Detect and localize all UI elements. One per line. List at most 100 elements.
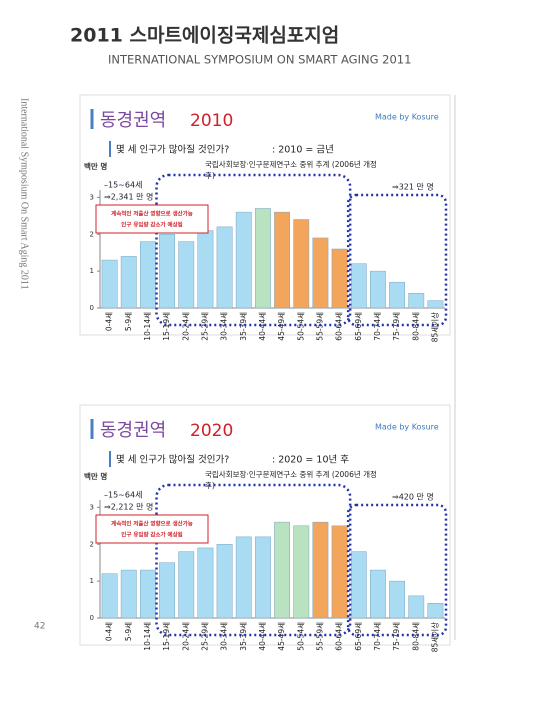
x-tick-label: 30-34세 xyxy=(220,312,229,341)
bar xyxy=(293,219,310,309)
slide-year: 2020 xyxy=(190,421,233,441)
bar xyxy=(408,293,425,309)
x-tick-label: 10-14세 xyxy=(143,312,152,341)
bar xyxy=(140,241,156,309)
x-tick-label: 15-19세 xyxy=(162,312,171,341)
x-tick-label: 50-54세 xyxy=(296,312,305,341)
x-tick-label: 70-74세 xyxy=(373,312,382,341)
annotation: ⇒420 만 명 xyxy=(392,492,434,502)
callout-text: 인구 유입량 감소가 예상됨 xyxy=(121,221,182,229)
x-tick-label: 65-69세 xyxy=(354,622,363,651)
x-tick-label: 45-49세 xyxy=(277,312,286,341)
y-tick-label: 2 xyxy=(90,230,94,238)
x-tick-label: 15-19세 xyxy=(162,622,171,651)
annotation: –15~64세 xyxy=(104,181,142,190)
slide-subtitle: 몇 세 인구가 많아질 것인가? xyxy=(116,454,229,466)
x-tick-label: 20-24세 xyxy=(181,312,190,341)
bar xyxy=(235,211,252,309)
x-tick-label: 5-9세 xyxy=(124,622,133,641)
x-tick-label: 70-74세 xyxy=(373,622,382,651)
y-tick-label: 0 xyxy=(90,614,94,622)
annotation: ⇒2,341 만 명 xyxy=(104,192,153,202)
bar xyxy=(427,603,444,619)
header-title: 2011 스마트에이징국제심포지엄 xyxy=(70,25,339,47)
slide-note: : 2020 = 10년 후 xyxy=(272,455,349,466)
annotation: ⇒321 만 명 xyxy=(392,182,434,192)
x-tick-label: 45-49세 xyxy=(277,622,286,651)
bar xyxy=(312,237,329,309)
x-tick-label: 25-29세 xyxy=(200,622,209,651)
bar xyxy=(274,211,290,309)
slide-note: : 2010 = 금년 xyxy=(272,145,334,156)
bar xyxy=(178,241,195,309)
bar xyxy=(350,263,367,309)
x-tick-label: 85세이상 xyxy=(429,312,439,342)
bar xyxy=(120,569,137,619)
group-outline xyxy=(346,503,448,637)
bar xyxy=(312,521,329,619)
slide-title: 동경권역 xyxy=(100,110,166,131)
bar xyxy=(331,525,348,619)
source: 국립사회보장·인구문제연구소 중위 추계 (2006년 개정 xyxy=(205,159,377,169)
bar xyxy=(427,300,444,309)
x-tick-label: 55-59세 xyxy=(315,312,324,341)
y-axis-label: 백만 명 xyxy=(84,471,107,481)
x-tick-label: 5-9세 xyxy=(124,312,133,331)
x-tick-label: 50-54세 xyxy=(296,622,305,651)
annotation: –15~64세 xyxy=(104,491,142,500)
x-tick-label: 75-79세 xyxy=(392,312,401,341)
header-subtitle: INTERNATIONAL SYMPOSIUM ON SMART AGING 2… xyxy=(108,53,411,67)
x-tick-label: 80-84세 xyxy=(411,622,420,651)
bar xyxy=(255,536,271,619)
y-tick-label: 0 xyxy=(90,304,94,312)
y-tick-label: 3 xyxy=(90,193,94,201)
callout-box xyxy=(95,514,209,544)
x-tick-label: 35-39세 xyxy=(239,312,248,341)
bar xyxy=(159,562,176,619)
x-tick-label: 30-34세 xyxy=(220,622,229,651)
credit: Made by Kosure xyxy=(375,423,439,432)
y-tick-label: 1 xyxy=(90,577,94,585)
side-text: International Symposium On Smart Aging 2… xyxy=(19,98,30,290)
group-outline xyxy=(346,193,448,327)
x-tick-label: 75-79세 xyxy=(392,622,401,651)
x-tick-label: 0-4세 xyxy=(105,312,114,331)
bar xyxy=(101,573,118,619)
bar xyxy=(350,551,367,619)
bar xyxy=(216,544,233,619)
page-number: 42 xyxy=(34,622,45,632)
y-tick-label: 2 xyxy=(90,540,94,548)
source: 국립사회보장·인구문제연구소 중위 추계 (2006년 개정 xyxy=(205,469,377,479)
slide-title: 동경권역 xyxy=(100,420,166,441)
slide-subtitle: 몇 세 인구가 많아질 것인가? xyxy=(116,144,229,156)
callout-text: 계속적인 저출산 영향으로 생산가능 xyxy=(111,520,193,528)
x-tick-label: 80-84세 xyxy=(411,312,420,341)
bar xyxy=(370,569,386,619)
x-tick-label: 40-44세 xyxy=(258,622,267,651)
x-tick-label: 20-24세 xyxy=(181,622,190,651)
bar xyxy=(389,580,405,619)
bar xyxy=(159,234,176,309)
x-tick-label: 10-14세 xyxy=(143,622,152,651)
bar xyxy=(197,547,214,619)
x-tick-label: 0-4세 xyxy=(105,622,114,641)
credit: Made by Kosure xyxy=(375,113,439,122)
callout-text: 인구 유입량 감소가 예상됨 xyxy=(121,531,182,539)
y-tick-label: 3 xyxy=(90,503,94,511)
x-tick-label: 60-64세 xyxy=(335,312,344,341)
bar xyxy=(235,536,252,619)
bar xyxy=(293,525,310,619)
group-outline xyxy=(155,173,352,327)
x-tick-label: 85세이상 xyxy=(429,622,439,652)
bar xyxy=(178,551,195,619)
bar xyxy=(370,270,386,309)
callout-box xyxy=(95,204,209,234)
annotation: ⇒2,212 만 명 xyxy=(104,502,153,512)
x-tick-label: 60-64세 xyxy=(335,622,344,651)
x-tick-label: 40-44세 xyxy=(258,312,267,341)
y-axis-label: 백만 명 xyxy=(84,161,107,171)
x-tick-label: 65-69세 xyxy=(354,312,363,341)
bar xyxy=(120,256,137,309)
x-tick-label: 35-39세 xyxy=(239,622,248,651)
